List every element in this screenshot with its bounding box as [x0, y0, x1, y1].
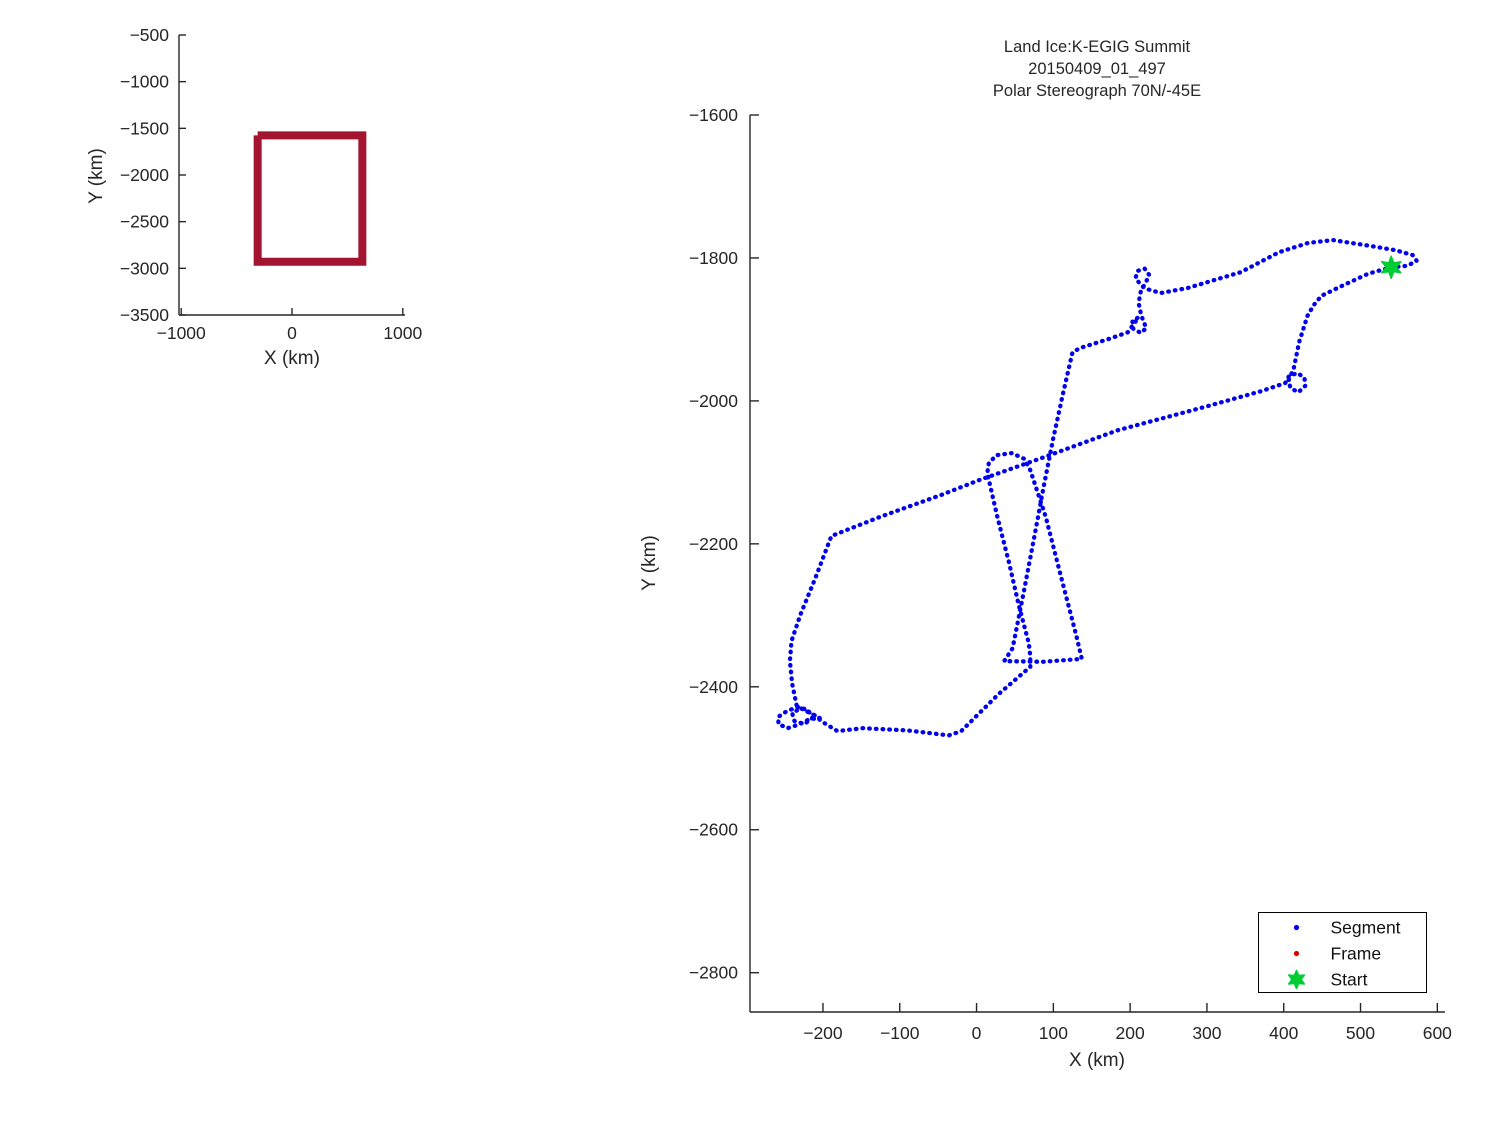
main-y-tick-label: −2800 — [689, 963, 738, 983]
flight-path-segment-track — [776, 237, 1419, 738]
title-line-3: Polar Stereograph 70N/-45E — [992, 82, 1202, 100]
main-y-tick-label: −1800 — [689, 248, 738, 268]
overview-y-tick-label: −3000 — [120, 258, 169, 278]
overview-y-tick-label: −2500 — [120, 212, 169, 232]
legend-box — [1258, 912, 1427, 993]
legend-frame-label: Frame — [1331, 944, 1382, 964]
overview-y-tick-label: −1500 — [120, 118, 169, 138]
main-x-tick-label: 200 — [1116, 1023, 1145, 1043]
overview-y-tick-label: −3500 — [120, 305, 169, 325]
overview-y-tick-label: −2000 — [120, 165, 169, 185]
main-x-tick-label: −200 — [803, 1023, 843, 1043]
overview-x-tick-label: 1000 — [383, 323, 422, 343]
main-x-axis-label: X (km) — [1069, 1050, 1125, 1071]
main-x-tick-label: 600 — [1423, 1023, 1452, 1043]
main-y-tick-label: −2200 — [689, 534, 738, 554]
main-x-tick-label: 300 — [1192, 1023, 1221, 1043]
main-x-tick-label: 100 — [1039, 1023, 1068, 1043]
main-y-tick-label: −2400 — [689, 677, 738, 697]
main-plot-title: Land Ice:K-EGIG Summit 20150409_01_497 P… — [993, 36, 1201, 102]
overview-coverage-box — [253, 131, 367, 266]
overview-x-tick-label: −1000 — [157, 323, 206, 343]
main-y-axis-label: Y (km) — [639, 535, 660, 591]
main-x-tick-label: 400 — [1269, 1023, 1298, 1043]
overview-x-axis-label: X (km) — [264, 348, 320, 369]
main-x-tick-label: −100 — [880, 1023, 920, 1043]
title-line-2: 20150409_01_497 — [1028, 60, 1166, 78]
legend-segment-label: Segment — [1331, 918, 1401, 938]
main-x-tick-label: 500 — [1346, 1023, 1375, 1043]
legend-start-marker-icon — [1287, 969, 1306, 990]
overview-x-tick-label: 0 — [287, 323, 297, 343]
start-marker-icon — [1380, 255, 1402, 279]
main-x-tick-label: 0 — [972, 1023, 982, 1043]
title-line-1: Land Ice:K-EGIG Summit — [1003, 38, 1191, 56]
overview-y-axis-label: Y (km) — [86, 148, 107, 204]
main-y-tick-label: −2600 — [689, 820, 738, 840]
legend-frame-marker-icon — [1293, 950, 1300, 957]
legend-start-label: Start — [1331, 970, 1368, 990]
overview-y-tick-label: −1000 — [120, 72, 169, 92]
main-y-tick-label: −1600 — [689, 105, 738, 125]
main-y-tick-label: −2000 — [689, 391, 738, 411]
legend-segment-marker-icon — [1293, 924, 1300, 931]
overview-y-tick-label: −500 — [130, 25, 170, 45]
